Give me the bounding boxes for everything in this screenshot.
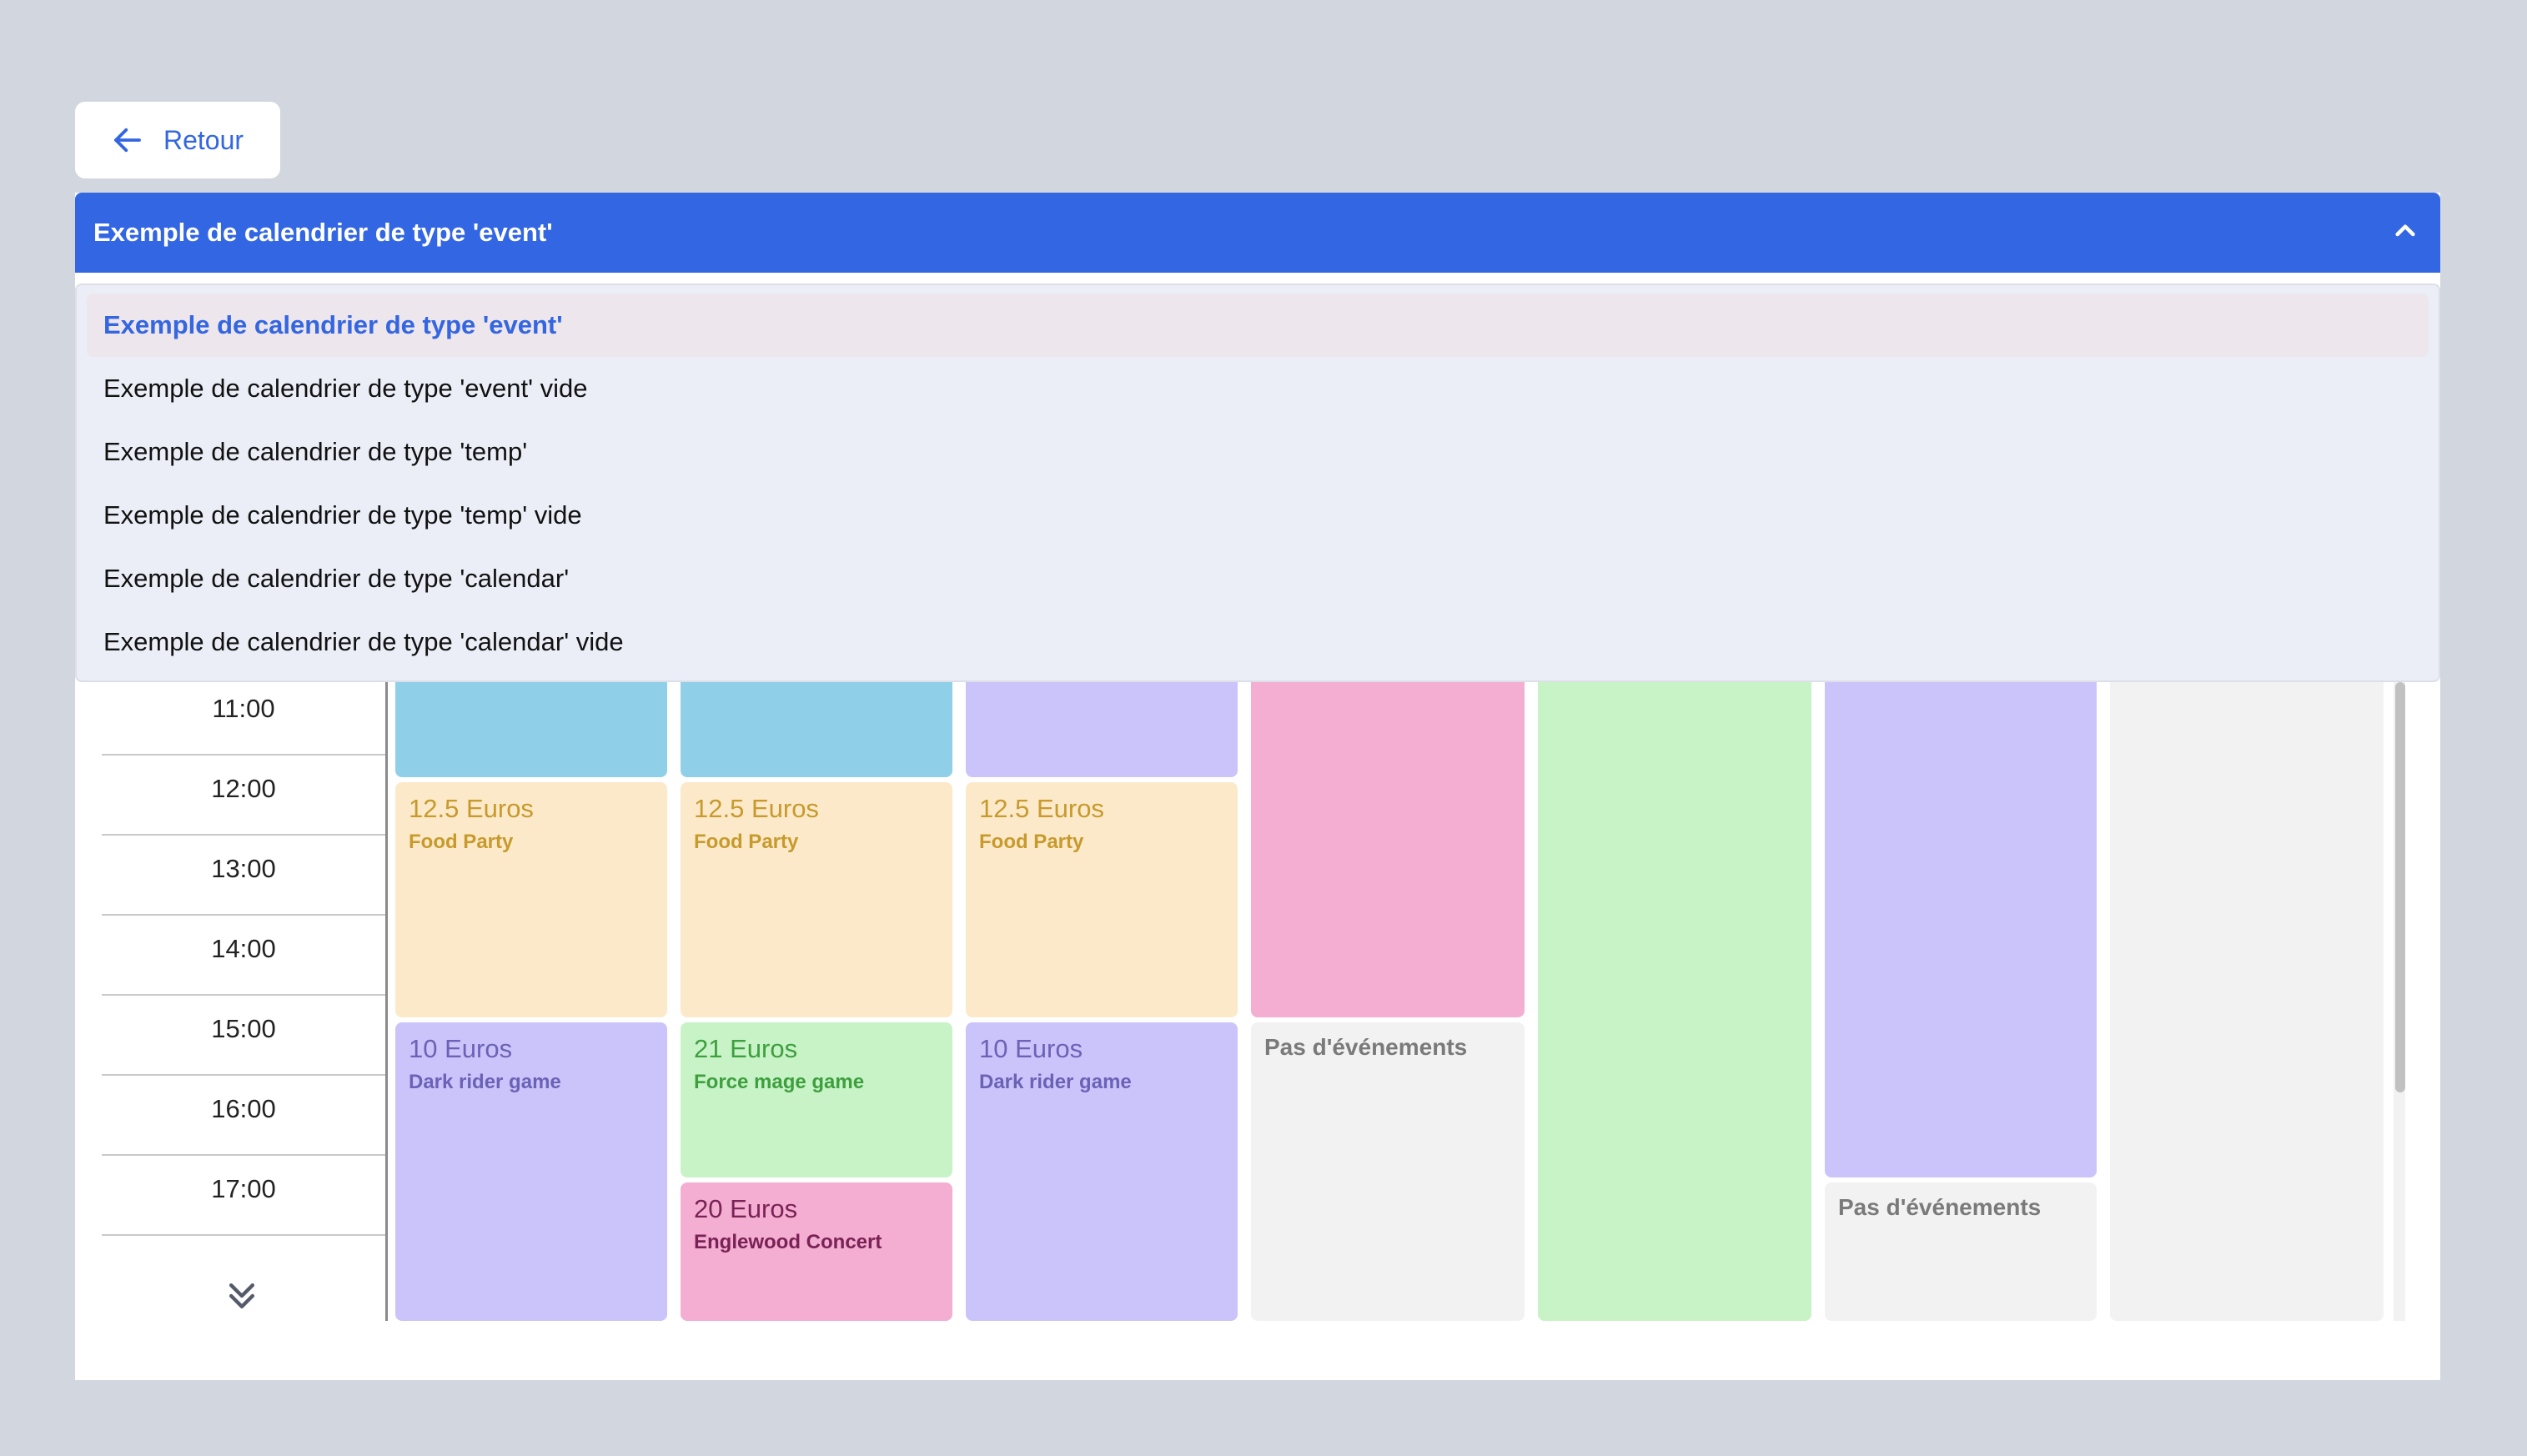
vertical-scrollbar-thumb[interactable]	[2395, 682, 2405, 1092]
event-name: Dark rider game	[979, 1071, 1132, 1093]
time-label: 17:00	[211, 1174, 276, 1203]
event-block[interactable]	[395, 667, 667, 777]
empty-slot: Pas d'événements	[1251, 1022, 1525, 1321]
event-name: Food Party	[979, 831, 1084, 853]
time-slot: 12:00	[102, 756, 385, 836]
event-block[interactable]: 10 Euros Dark rider game	[966, 1022, 1238, 1321]
empty-label: Pas d'événements	[1838, 1194, 2042, 1220]
back-button-label: Retour	[163, 124, 244, 155]
event-name: Englewood Concert	[694, 1231, 882, 1253]
event-block[interactable]: 12.5 Euros Food Party	[681, 782, 952, 1017]
event-price: 21 Euros	[694, 1034, 798, 1063]
event-block[interactable]: 12.5 Euros Food Party	[966, 782, 1238, 1017]
arrow-left-icon	[114, 128, 141, 153]
event-block[interactable]	[1251, 667, 1525, 1017]
dropdown-option[interactable]: Exemple de calendrier de type 'temp' vid…	[103, 500, 582, 530]
event-block[interactable]: 21 Euros Force mage game	[681, 1022, 952, 1177]
dropdown-option[interactable]: Exemple de calendrier de type 'calendar'…	[103, 627, 624, 656]
double-chevron-down-icon[interactable]	[224, 1278, 260, 1314]
time-label: 16:00	[211, 1094, 276, 1123]
event-name: Dark rider game	[409, 1071, 561, 1093]
event-price: 12.5 Euros	[979, 794, 1104, 823]
dropdown-option[interactable]: Exemple de calendrier de type 'event'	[87, 294, 2429, 357]
time-slot: 14:00	[102, 916, 385, 996]
time-slot: 11:00	[102, 675, 385, 756]
event-block[interactable]	[966, 667, 1238, 777]
event-block[interactable]	[681, 667, 952, 777]
back-button[interactable]: Retour	[75, 102, 280, 178]
event-price: 12.5 Euros	[409, 794, 534, 823]
event-block[interactable]	[1825, 667, 2097, 1177]
time-slot: 16:00	[102, 1076, 385, 1156]
empty-label: Pas d'événements	[1264, 1034, 1468, 1060]
event-price: 12.5 Euros	[694, 794, 819, 823]
empty-slot	[2110, 667, 2384, 1321]
event-price: 10 Euros	[409, 1034, 513, 1063]
chevron-up-icon[interactable]	[2392, 218, 2419, 244]
time-slot: 13:00	[102, 836, 385, 916]
calendar-type-dropdown: Exemple de calendrier de type 'event' Ex…	[75, 284, 2440, 682]
time-column: 11:00 12:00 13:00 14:00 15:00 16:00 17:0…	[102, 682, 385, 1321]
event-block[interactable]: 20 Euros Englewood Concert	[681, 1182, 952, 1321]
time-label: 13:00	[211, 854, 276, 883]
time-slot: 15:00	[102, 996, 385, 1076]
time-label: 11:00	[212, 694, 275, 723]
event-name: Force mage game	[694, 1071, 865, 1093]
event-name: Food Party	[694, 831, 799, 853]
event-block[interactable]: 10 Euros Dark rider game	[395, 1022, 667, 1321]
event-block[interactable]: 12.5 Euros Food Party	[395, 782, 667, 1017]
calendar-type-select[interactable]: Exemple de calendrier de type 'event'	[75, 193, 2440, 273]
time-label: 12:00	[211, 774, 276, 803]
dropdown-option[interactable]: Exemple de calendrier de type 'temp'	[103, 437, 528, 466]
time-label: 15:00	[211, 1014, 276, 1043]
time-label: 14:00	[211, 934, 276, 963]
empty-slot: Pas d'événements	[1825, 1182, 2097, 1321]
event-price: 10 Euros	[979, 1034, 1083, 1063]
event-price: 20 Euros	[694, 1194, 798, 1223]
event-block[interactable]	[1538, 667, 1811, 1321]
dropdown-option[interactable]: Exemple de calendrier de type 'calendar'	[103, 564, 570, 593]
select-current-value: Exemple de calendrier de type 'event'	[93, 218, 553, 247]
dropdown-option[interactable]: Exemple de calendrier de type 'event' vi…	[103, 374, 588, 403]
time-divider	[385, 682, 388, 1321]
time-slot: 17:00	[102, 1156, 385, 1236]
event-name: Food Party	[409, 831, 514, 853]
